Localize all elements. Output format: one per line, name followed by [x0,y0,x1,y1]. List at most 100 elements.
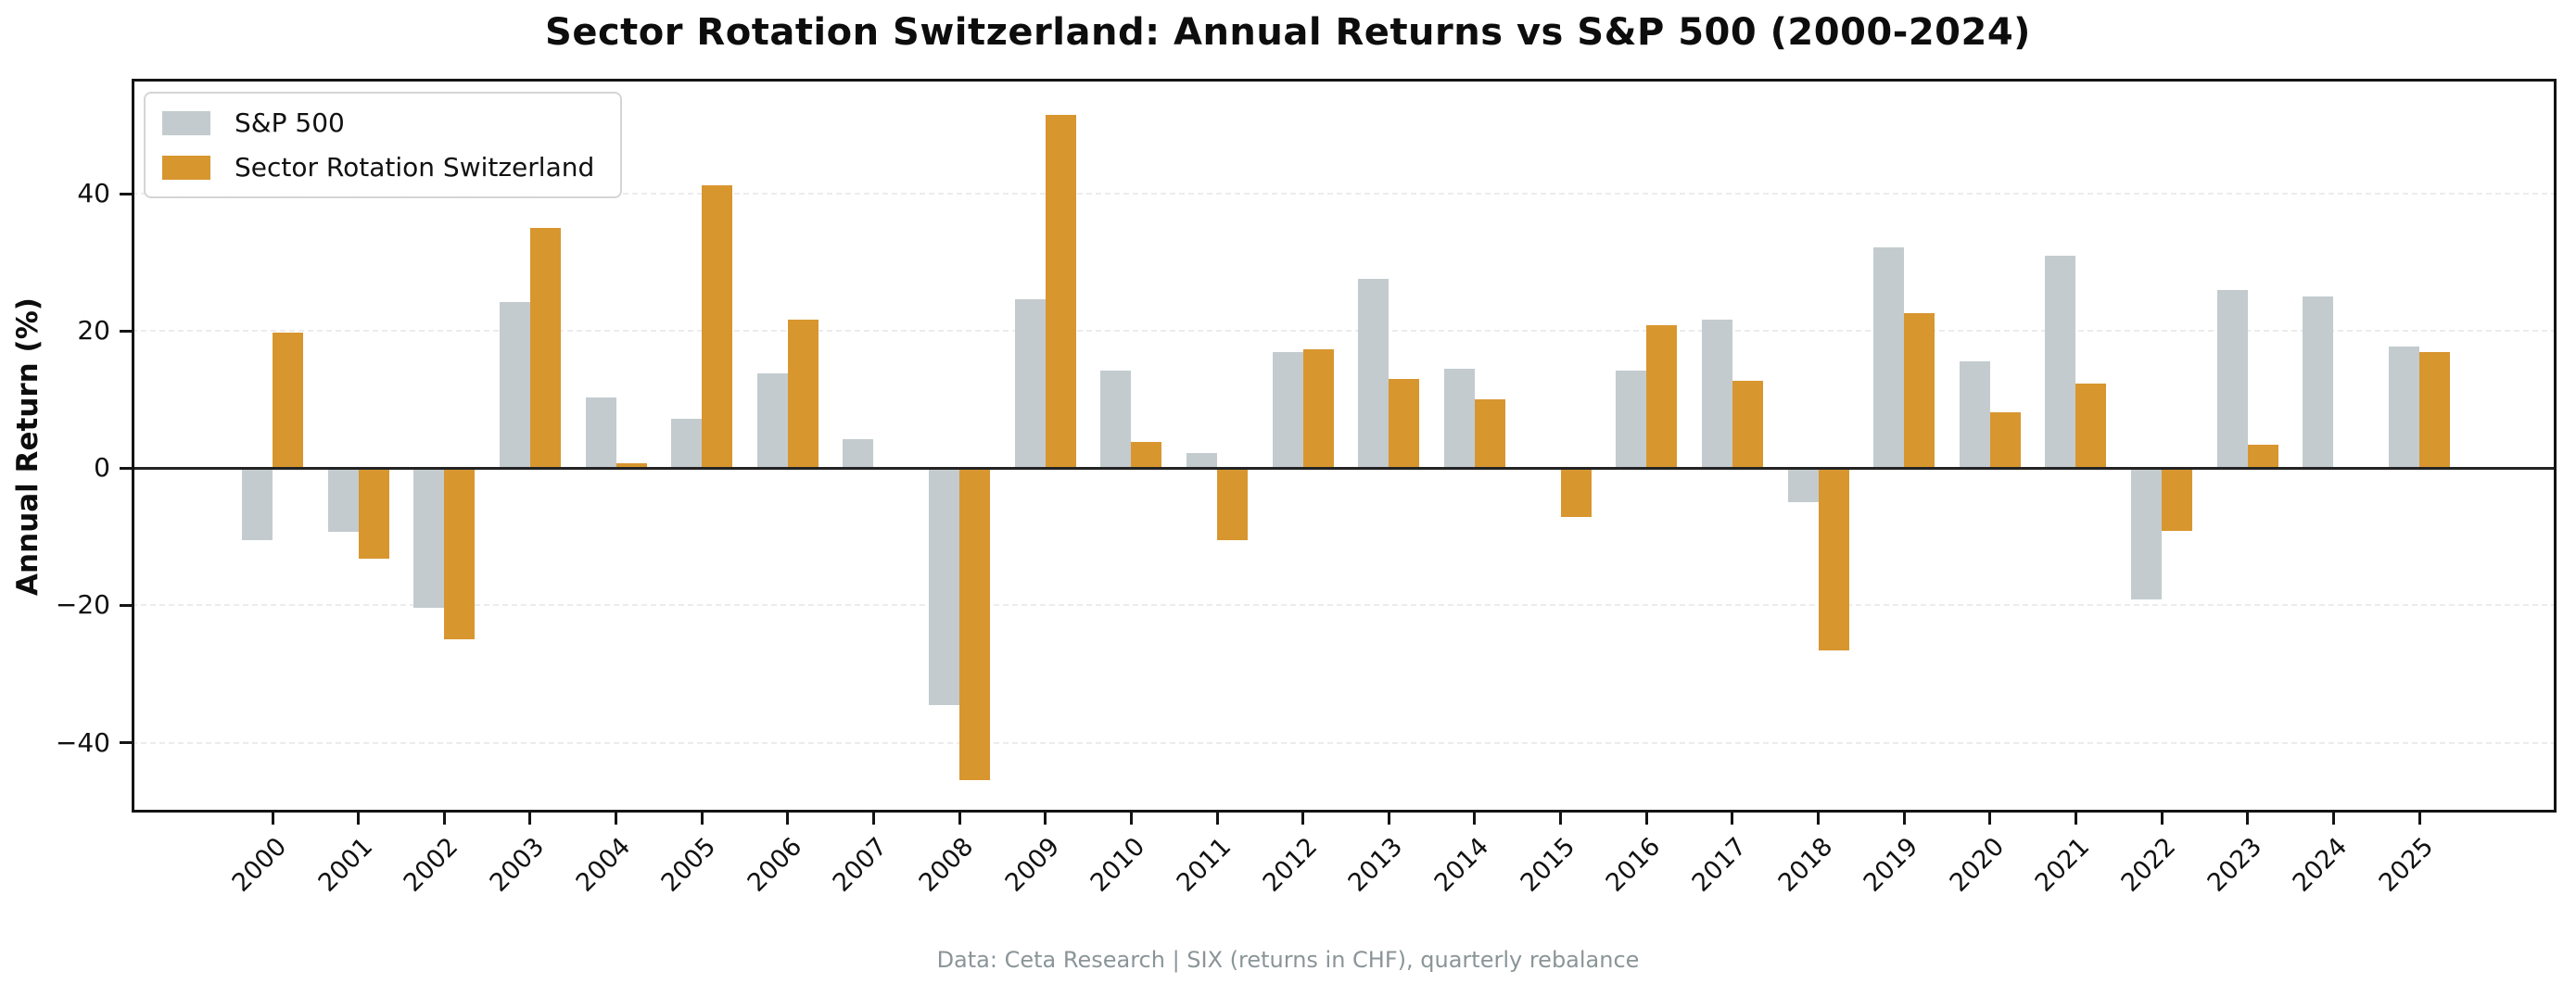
x-tick-2014 [1473,813,1477,825]
legend-swatch-icon [162,155,210,180]
bar-sp500-2012 [1272,351,1303,469]
bar-strategy-2017 [1732,380,1763,469]
x-tick-2004 [615,813,618,825]
bar-sp500-2000 [242,468,273,541]
bar-sp500-2006 [756,373,788,469]
bar-sp500-2005 [671,419,703,469]
x-tick-2010 [1129,813,1133,825]
bar-sp500-2019 [1873,247,1905,469]
y-tick--40 [120,741,132,744]
x-tick-2009 [1044,813,1047,825]
x-tick-2012 [1301,813,1305,825]
bar-sp500-2008 [929,468,960,705]
legend-label: Sector Rotation Switzerland [235,152,595,183]
x-tick-2001 [357,813,361,825]
bar-sp500-2003 [499,302,530,469]
x-tick-2003 [528,813,532,825]
x-tick-2015 [1559,813,1563,825]
bar-sp500-2024 [2303,296,2334,469]
bar-strategy-2010 [1131,441,1162,469]
bar-sp500-2021 [2045,255,2076,469]
gridline-y-20 [132,330,2557,333]
legend-row-sp500: S&P 500 [162,107,594,138]
x-tick-2016 [1644,813,1648,825]
x-tick-2018 [1817,813,1821,825]
bar-sp500-2011 [1186,453,1218,469]
bar-strategy-2003 [529,228,561,469]
x-tick-label-2014: 2014 [1428,832,1495,898]
bar-strategy-2001 [358,468,389,560]
bar-sp500-2014 [1443,369,1475,469]
y-tick--20 [120,603,132,607]
x-tick-2020 [1988,813,1992,825]
bar-strategy-2018 [1818,468,1849,651]
bar-strategy-2016 [1646,324,1678,469]
x-tick-2007 [871,813,875,825]
x-tick-2011 [1215,813,1219,825]
x-tick-2013 [1387,813,1390,825]
bar-strategy-2013 [1389,379,1420,469]
legend-row-strategy: Sector Rotation Switzerland [162,152,594,183]
bar-strategy-2005 [702,184,733,469]
y-tick-label--40: −40 [55,726,110,758]
y-tick-label-20: 20 [77,315,110,347]
x-tick-2022 [2160,813,2164,825]
bar-strategy-2000 [273,332,303,469]
legend-label: S&P 500 [235,107,345,138]
x-tick-label-2000: 2000 [226,832,293,898]
x-tick-2025 [2417,813,2421,825]
x-tick-2000 [271,813,274,825]
legend-swatch-icon [162,110,210,135]
bar-strategy-2022 [2162,468,2193,531]
bar-sp500-2009 [1014,299,1046,469]
bar-strategy-2019 [1904,313,1935,469]
x-tick-2024 [2331,813,2335,825]
y-tick-0 [120,466,132,470]
x-tick-2019 [1902,813,1906,825]
footer-note: Data: Ceta Research | SIX (returns in CH… [936,947,1640,973]
bar-strategy-2012 [1302,348,1334,469]
x-tick-label-2011: 2011 [1171,832,1237,898]
gridline-y--20 [132,604,2557,607]
legend: S&P 500 Sector Rotation Switzerland [144,92,623,198]
chart-title: Sector Rotation Switzerland: Annual Retu… [545,11,2031,54]
bar-sp500-2010 [1100,371,1132,469]
bar-sp500-2023 [2216,289,2248,469]
bar-sp500-2002 [413,468,445,608]
bar-strategy-2006 [787,319,818,469]
gridline-y-40 [132,193,2557,195]
y-tick-label-40: 40 [77,178,110,209]
bar-sp500-2018 [1787,468,1819,503]
zero-line [132,466,2557,470]
bar-strategy-2014 [1474,399,1505,469]
bar-strategy-2023 [2247,444,2278,469]
bar-strategy-2021 [2075,384,2107,469]
x-tick-2023 [2246,813,2250,825]
bar-sp500-2013 [1358,279,1390,469]
x-tick-2017 [1731,813,1734,825]
gridline-y--40 [132,741,2557,744]
bar-strategy-2004 [615,462,647,469]
bar-strategy-2002 [444,468,476,640]
bar-strategy-2015 [1560,468,1592,517]
bar-sp500-2022 [2131,468,2163,599]
bar-sp500-2001 [327,468,359,532]
y-tick-20 [120,329,132,333]
bar-strategy-2009 [1045,115,1076,469]
y-tick-label--20: −20 [55,589,110,621]
x-tick-2021 [2074,813,2077,825]
x-tick-2005 [700,813,704,825]
y-tick-label-0: 0 [94,452,110,484]
y-tick-40 [120,192,132,195]
x-tick-2008 [958,813,961,825]
bar-sp500-2020 [1959,360,1990,469]
bar-sp500-2025 [2389,346,2419,469]
bar-strategy-2020 [1989,412,2021,469]
bar-sp500-2007 [843,438,874,469]
bar-strategy-2008 [959,468,991,781]
bar-strategy-2011 [1217,468,1249,541]
bar-sp500-2017 [1701,319,1732,469]
bar-strategy-2025 [2419,352,2450,469]
bar-sp500-2004 [585,397,616,469]
